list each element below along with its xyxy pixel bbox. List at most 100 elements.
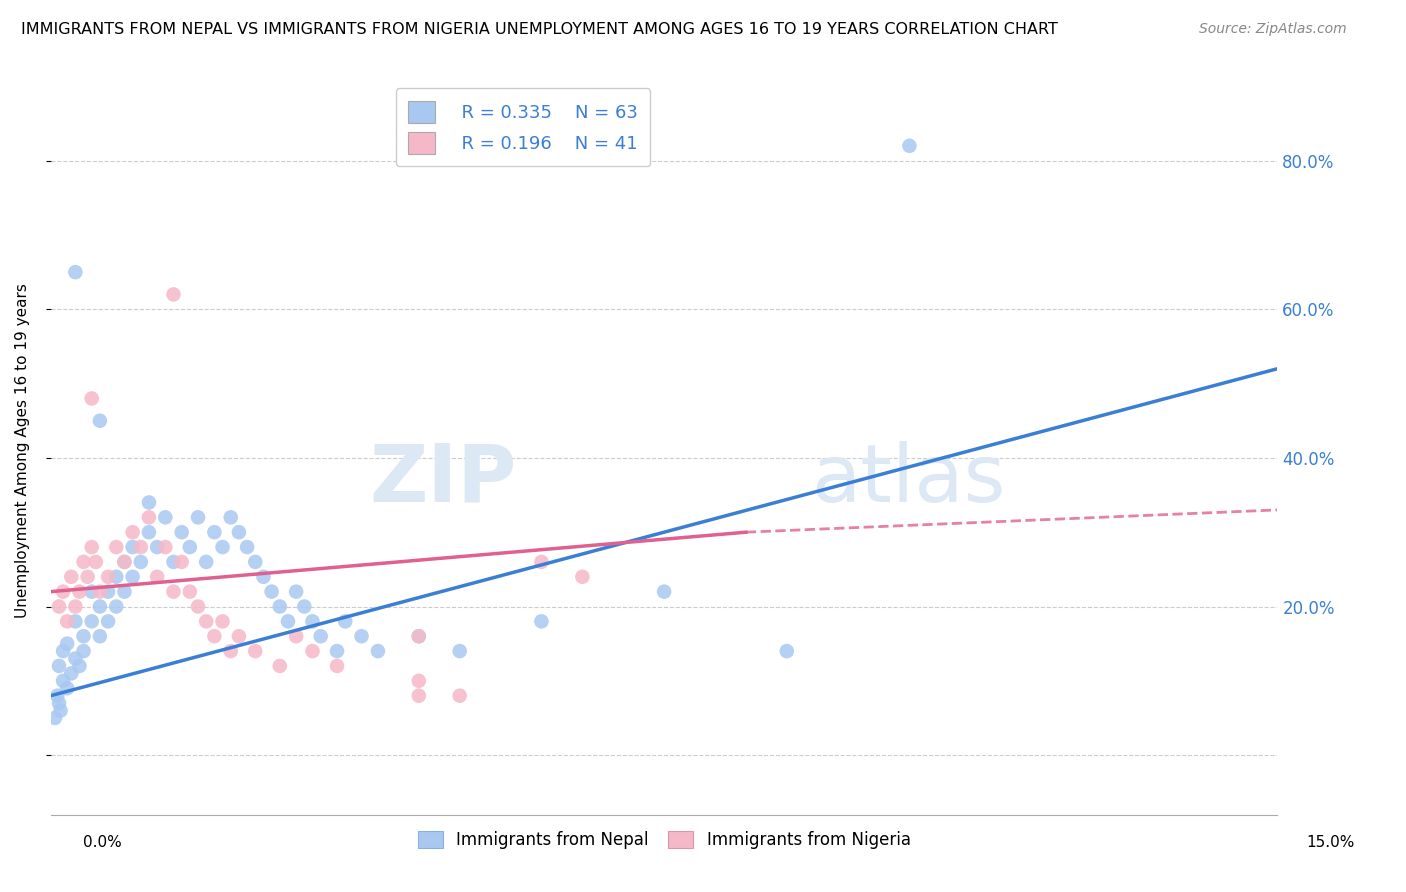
Point <box>228 629 250 643</box>
Point <box>179 584 201 599</box>
Point <box>112 555 135 569</box>
Point <box>80 615 103 629</box>
Point <box>155 510 177 524</box>
Point <box>236 540 259 554</box>
Point <box>245 555 267 569</box>
Point <box>89 629 111 643</box>
Point <box>228 525 250 540</box>
Point <box>48 696 70 710</box>
Point <box>52 673 75 688</box>
Point <box>530 555 553 569</box>
Point <box>80 540 103 554</box>
Point <box>56 637 79 651</box>
Point <box>72 555 94 569</box>
Point <box>202 525 225 540</box>
Point <box>335 615 357 629</box>
Point <box>112 555 135 569</box>
Point <box>89 414 111 428</box>
Point <box>56 681 79 696</box>
Point <box>219 644 242 658</box>
Text: atlas: atlas <box>811 441 1005 518</box>
Point <box>65 599 87 614</box>
Point <box>162 287 184 301</box>
Point <box>309 629 332 643</box>
Point <box>776 644 799 658</box>
Point <box>84 555 107 569</box>
Point <box>97 615 120 629</box>
Point <box>121 570 143 584</box>
Point <box>97 570 120 584</box>
Point <box>350 629 373 643</box>
Point <box>195 555 218 569</box>
Point <box>69 584 91 599</box>
Point <box>211 615 233 629</box>
Text: ZIP: ZIP <box>370 441 517 518</box>
Point <box>155 540 177 554</box>
Point <box>252 570 274 584</box>
Point <box>326 659 349 673</box>
Point <box>46 689 69 703</box>
Point <box>408 673 430 688</box>
Point <box>187 510 209 524</box>
Point <box>48 599 70 614</box>
Y-axis label: Unemployment Among Ages 16 to 19 years: Unemployment Among Ages 16 to 19 years <box>15 283 30 618</box>
Point <box>65 615 87 629</box>
Point <box>170 525 193 540</box>
Point <box>105 540 128 554</box>
Point <box>105 599 128 614</box>
Point <box>146 540 169 554</box>
Point <box>48 659 70 673</box>
Point <box>138 525 160 540</box>
Point <box>121 525 143 540</box>
Point <box>408 629 430 643</box>
Point <box>129 555 152 569</box>
Point <box>367 644 389 658</box>
Text: 15.0%: 15.0% <box>1306 836 1354 850</box>
Point <box>138 510 160 524</box>
Point <box>80 584 103 599</box>
Point <box>301 615 323 629</box>
Point <box>269 599 291 614</box>
Point <box>162 555 184 569</box>
Point <box>326 644 349 658</box>
Point <box>277 615 299 629</box>
Point <box>69 659 91 673</box>
Point <box>301 644 323 658</box>
Point <box>530 615 553 629</box>
Point <box>219 510 242 524</box>
Text: Source: ZipAtlas.com: Source: ZipAtlas.com <box>1199 22 1347 37</box>
Point <box>170 555 193 569</box>
Point <box>105 570 128 584</box>
Point <box>49 704 72 718</box>
Point <box>195 615 218 629</box>
Point <box>211 540 233 554</box>
Point <box>89 584 111 599</box>
Point <box>292 599 315 614</box>
Point <box>52 644 75 658</box>
Point <box>65 265 87 279</box>
Point <box>80 392 103 406</box>
Point <box>202 629 225 643</box>
Point <box>112 584 135 599</box>
Point <box>408 689 430 703</box>
Point <box>260 584 283 599</box>
Point <box>60 570 83 584</box>
Point <box>60 666 83 681</box>
Text: 0.0%: 0.0% <box>83 836 122 850</box>
Legend:   R = 0.335    N = 63,   R = 0.196    N = 41: R = 0.335 N = 63, R = 0.196 N = 41 <box>395 88 651 167</box>
Point <box>449 644 471 658</box>
Point <box>652 584 675 599</box>
Point <box>44 711 66 725</box>
Text: IMMIGRANTS FROM NEPAL VS IMMIGRANTS FROM NIGERIA UNEMPLOYMENT AMONG AGES 16 TO 1: IMMIGRANTS FROM NEPAL VS IMMIGRANTS FROM… <box>21 22 1057 37</box>
Point <box>898 138 921 153</box>
Point <box>56 615 79 629</box>
Point <box>285 629 308 643</box>
Point <box>571 570 593 584</box>
Point <box>285 584 308 599</box>
Point <box>65 651 87 665</box>
Point <box>179 540 201 554</box>
Point <box>138 495 160 509</box>
Point <box>162 584 184 599</box>
Point <box>72 644 94 658</box>
Point <box>89 599 111 614</box>
